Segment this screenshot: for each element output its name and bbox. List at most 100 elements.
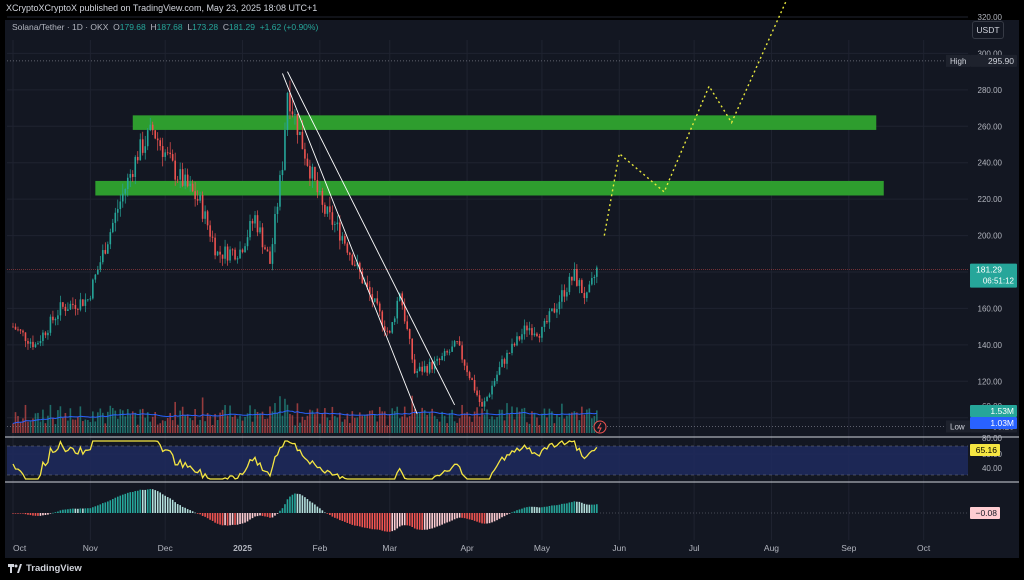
macd-bar [109, 500, 112, 513]
volume-bar [456, 422, 458, 433]
candle-body [89, 298, 92, 300]
low-label: L [187, 22, 193, 32]
price-axis-label: 160.00 [978, 304, 1003, 313]
candle-body [586, 292, 588, 299]
publisher-line: XCryptoXCryptoX published on TradingView… [6, 3, 318, 13]
volume-bar [62, 417, 64, 433]
volume-bar [546, 417, 548, 433]
volume-bar [102, 412, 104, 433]
candle-body [304, 149, 306, 159]
candle-body [29, 341, 32, 344]
candle-body [583, 293, 586, 299]
candle-body [373, 298, 376, 302]
volume-bar [89, 422, 92, 433]
macd-bar [206, 513, 209, 519]
macd-bar [566, 503, 568, 513]
volume-bar [24, 404, 27, 433]
candle-body [568, 276, 571, 293]
price-axis-label: 260.00 [978, 122, 1003, 131]
volume-bar [294, 425, 296, 433]
volume-bar [12, 423, 14, 433]
macd-bar [533, 506, 536, 513]
macd-bar [286, 499, 289, 513]
candle-body [284, 129, 286, 170]
volume-bar [329, 420, 331, 433]
volume-bar [54, 424, 57, 433]
symbol-legend[interactable]: Solana/Tether · 1D · OKX O179.68 H187.68… [12, 22, 318, 32]
macd-bar [309, 501, 311, 513]
volume-bar [99, 408, 102, 433]
candle-body [523, 325, 526, 335]
candle-body [408, 329, 411, 339]
candle-body [488, 394, 491, 398]
macd-bar [104, 502, 107, 513]
macd-bar [87, 508, 89, 513]
volume-bar [52, 417, 54, 433]
macd-bar [408, 513, 411, 526]
macd-bar [521, 508, 523, 513]
candle-body [344, 236, 346, 244]
volume-bar [408, 416, 411, 433]
candle-body [413, 359, 416, 373]
candle-body [44, 332, 47, 336]
macd-bar [124, 493, 127, 513]
tradingview-logo-icon [8, 564, 22, 573]
macd-bar [321, 510, 324, 513]
volume-bar [256, 411, 259, 433]
macd-bar [498, 513, 501, 519]
time-axis-label: Apr [460, 543, 473, 553]
volume-bar [436, 418, 438, 433]
time-axis-label: Mar [382, 543, 397, 553]
candle-body [241, 249, 244, 253]
macd-bar [573, 501, 576, 513]
macd-bar [431, 513, 433, 529]
volume-bar [361, 415, 364, 433]
macd-bar [508, 513, 511, 514]
macd-bar [47, 513, 49, 515]
symbol-name[interactable]: Solana/Tether · 1D · OKX [12, 22, 109, 32]
time-axis-label: Dec [158, 543, 174, 553]
macd-bar [319, 508, 321, 513]
volume-bar [326, 417, 329, 433]
candle-body [418, 366, 421, 372]
candle-body [548, 311, 551, 323]
candle-body [541, 326, 543, 338]
macd-bar [34, 513, 37, 516]
volume-bar [241, 420, 244, 433]
volume-bar [194, 409, 196, 433]
candle-body [443, 351, 446, 357]
volume-bar [496, 417, 498, 433]
macd-bar [256, 513, 259, 517]
macd-bar [436, 513, 438, 527]
currency-badge[interactable]: USDT [972, 21, 1004, 39]
macd-bar [289, 496, 291, 513]
volume-bar [274, 403, 276, 433]
volume-bar [551, 411, 553, 433]
macd-bar [224, 513, 226, 526]
volume-bar [189, 418, 191, 433]
macd-bar [556, 505, 558, 513]
volume-bar [22, 418, 24, 433]
candle-body [476, 390, 478, 396]
volume-bar [309, 409, 311, 433]
macd-bar [483, 513, 486, 524]
candle-body [27, 341, 29, 344]
volume-bar [433, 415, 436, 433]
candle-body [563, 290, 566, 297]
volume-bar [341, 421, 344, 433]
macd-bar [231, 513, 234, 525]
candle-body [266, 249, 269, 252]
macd-bar [398, 513, 401, 527]
candle-body [174, 160, 176, 180]
candle-body [326, 206, 329, 214]
volume-bar [344, 419, 346, 433]
volume-bar [64, 413, 67, 433]
macd-bar [62, 509, 64, 513]
low-label: Low [950, 422, 965, 431]
candle-body [331, 212, 334, 225]
macd-bar [378, 513, 381, 530]
candle-body [351, 254, 354, 265]
rsi-value-tag: 65.16 [976, 445, 998, 455]
volume-bar [573, 411, 576, 433]
rsi-tick-label: 80.00 [982, 434, 1003, 443]
